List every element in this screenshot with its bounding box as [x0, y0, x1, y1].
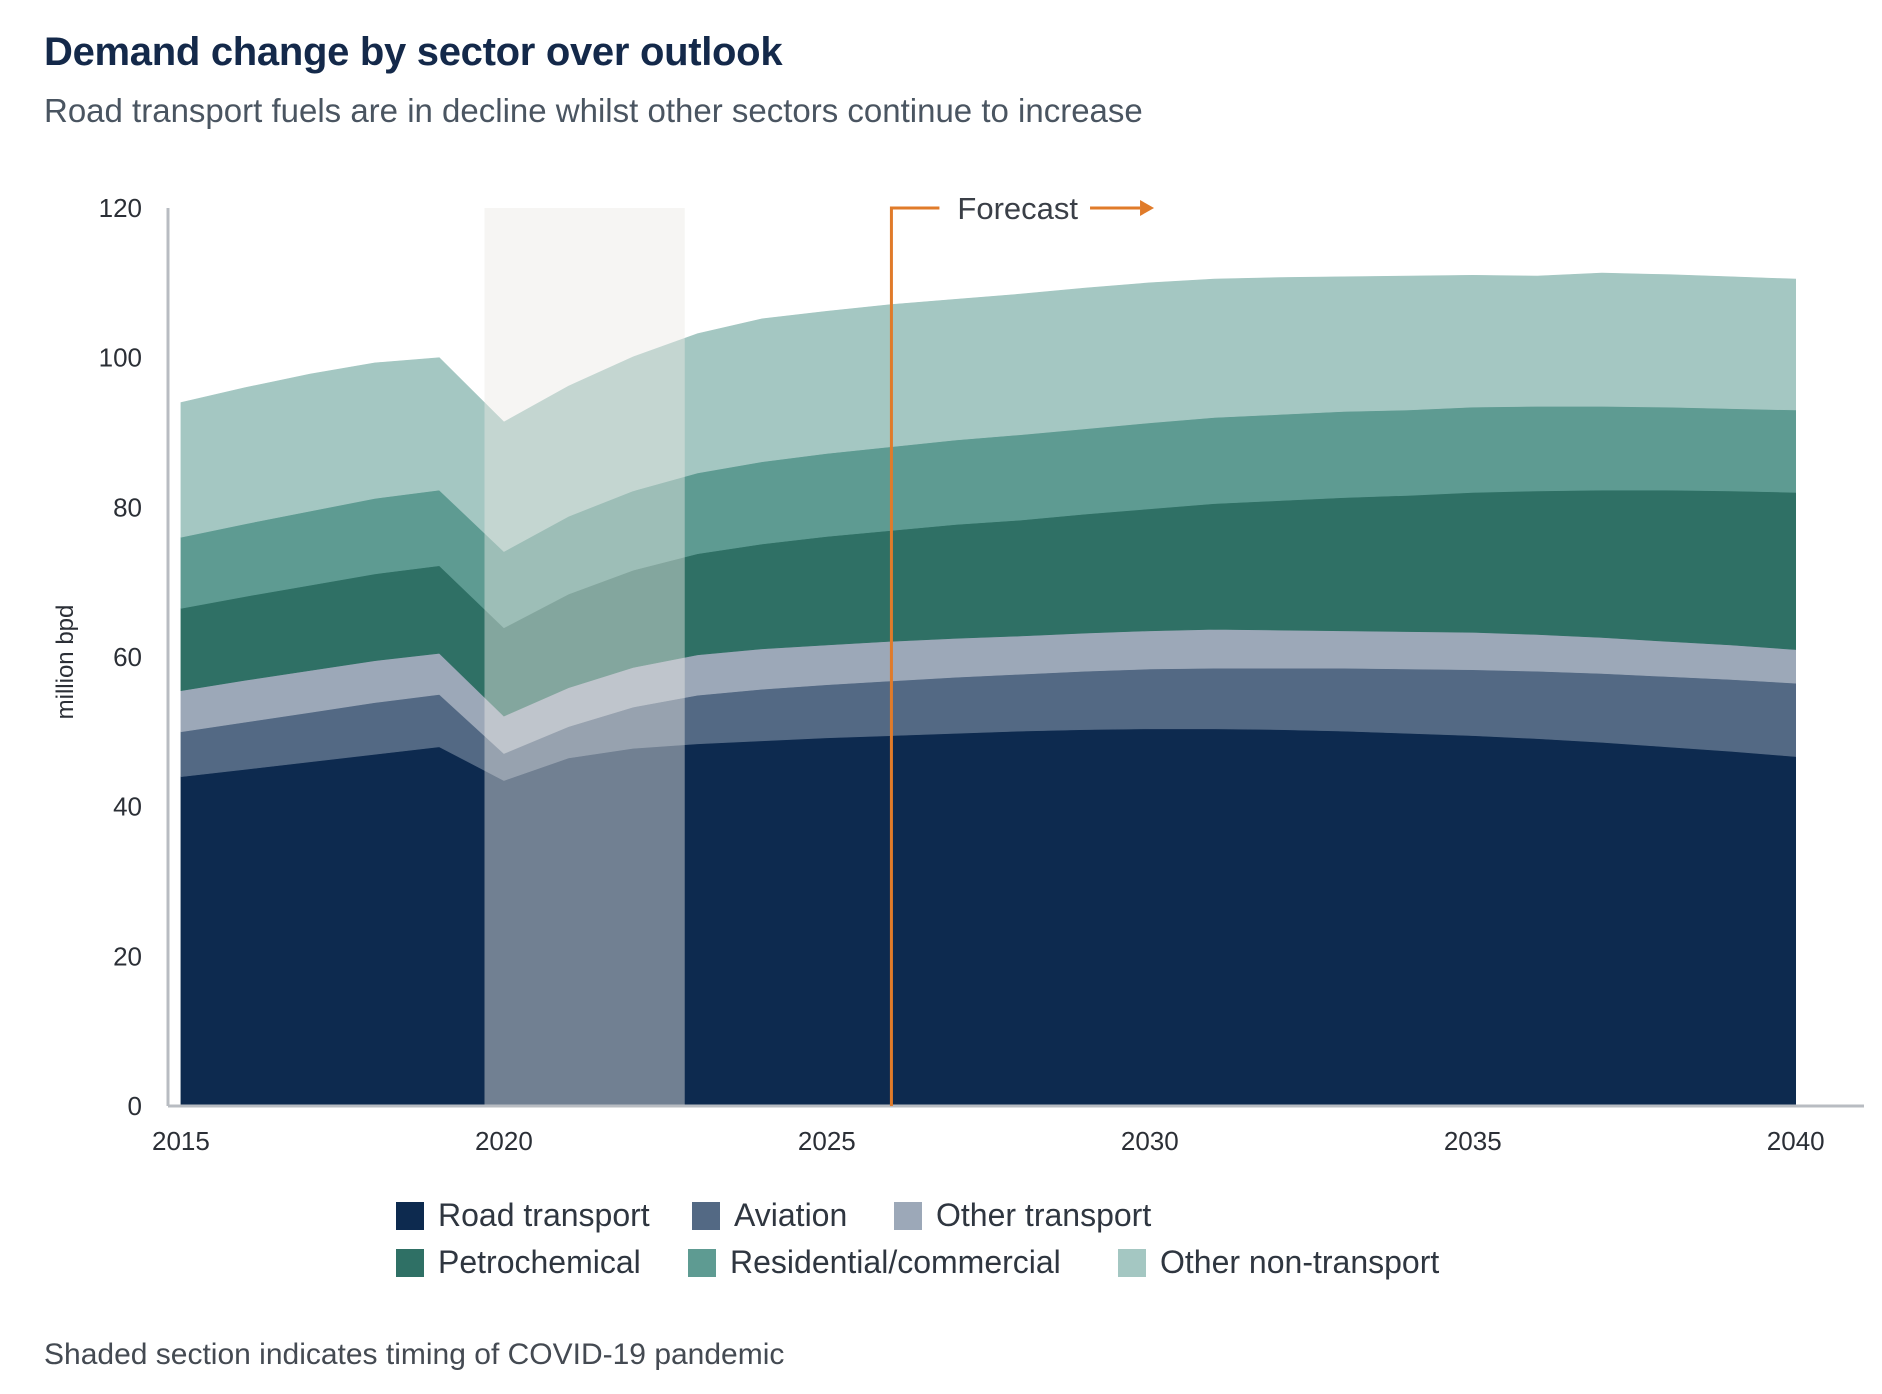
legend-label: Other non-transport	[1160, 1244, 1440, 1280]
x-tick-label: 2015	[152, 1126, 210, 1156]
legend-item-petrochemical: Petrochemical	[396, 1244, 688, 1281]
x-tick-label: 2035	[1444, 1126, 1502, 1156]
legend-label: Other transport	[936, 1197, 1152, 1233]
y-tick-label: 0	[128, 1091, 142, 1121]
legend-label: Petrochemical	[438, 1244, 641, 1280]
legend-item-residential-commercial: Residential/commercial	[688, 1244, 1118, 1281]
legend: Road transport Aviation Other transport …	[396, 1192, 1496, 1286]
area-other-non-transport	[180, 272, 1796, 552]
legend-item-other-non-transport: Other non-transport	[1118, 1244, 1439, 1281]
footnote: Shaded section indicates timing of COVID…	[44, 1338, 785, 1371]
y-tick-label: 20	[113, 941, 142, 971]
chart-title: Demand change by sector over outlook	[44, 30, 783, 74]
legend-item-road-transport: Road transport	[396, 1197, 692, 1234]
y-tick-label: 80	[113, 492, 142, 522]
legend-swatch	[692, 1201, 720, 1230]
legend-swatch	[396, 1248, 424, 1277]
x-tick-label: 2020	[475, 1126, 533, 1156]
legend-row-1: Road transport Aviation Other transport	[396, 1192, 1496, 1239]
covid-shading	[484, 208, 685, 1106]
forecast-arrow-icon	[1140, 200, 1155, 216]
x-tick-label: 2030	[1121, 1126, 1179, 1156]
legend-label: Residential/commercial	[730, 1244, 1061, 1280]
y-tick-label: 60	[113, 642, 142, 672]
chart-subtitle: Road transport fuels are in decline whil…	[44, 92, 1143, 129]
area-road-transport	[180, 728, 1796, 1107]
x-tick-label: 2025	[798, 1126, 856, 1156]
y-tick-label: 120	[99, 193, 142, 223]
legend-label: Aviation	[734, 1197, 848, 1233]
legend-label: Road transport	[438, 1197, 650, 1233]
forecast-label: Forecast	[957, 191, 1078, 226]
legend-swatch	[894, 1201, 922, 1230]
legend-item-aviation: Aviation	[692, 1197, 894, 1234]
area-layers	[180, 272, 1796, 1107]
forecast-marker: Forecast	[889, 191, 1155, 1106]
forecast-line	[889, 206, 940, 1106]
y-tick-label: 100	[99, 343, 142, 373]
legend-swatch	[688, 1248, 716, 1277]
legend-item-other-transport: Other transport	[894, 1197, 1151, 1234]
x-tick-label: 2040	[1767, 1126, 1825, 1156]
y-axis-title: million bpd	[52, 605, 79, 720]
legend-row-2: Petrochemical Residential/commercial Oth…	[396, 1239, 1496, 1286]
legend-swatch	[396, 1201, 424, 1230]
y-tick-label: 40	[113, 792, 142, 822]
legend-swatch	[1118, 1248, 1146, 1277]
